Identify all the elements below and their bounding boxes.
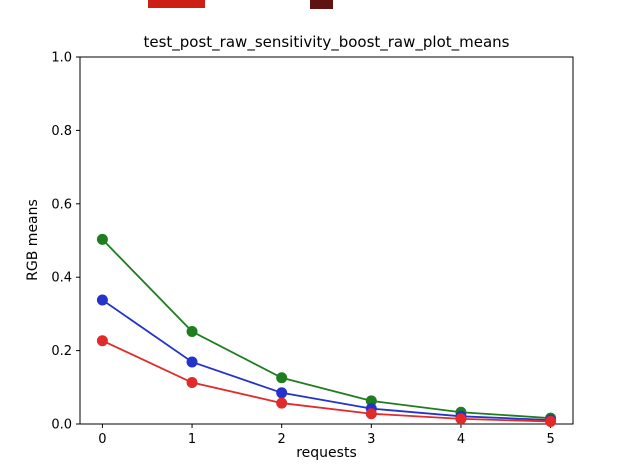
series-marker-red [186,377,198,389]
y-tick-label: 0.0 [51,418,72,433]
x-tick-label: 4 [457,432,465,447]
series-marker-blue [276,387,288,399]
series-marker-green [276,372,288,384]
series-marker-red [276,397,288,409]
x-tick-label: 5 [546,432,554,447]
series-marker-red [96,335,108,347]
series-line-blue [101,299,551,421]
series-marker-red [365,408,377,420]
y-tick-label: 0.2 [51,344,72,359]
series-line-green [101,238,551,420]
screen-artifact [310,0,333,9]
y-tick-label: 0.8 [51,124,72,139]
x-tick-label: 3 [367,432,375,447]
x-tick-label: 1 [188,432,196,447]
screen-artifact [148,0,205,8]
series-marker-red [455,413,467,425]
x-axis-label: requests [296,445,357,461]
x-tick-label: 0 [98,432,106,447]
y-tick-label: 0.6 [51,197,72,212]
y-tick-label: 0.4 [51,271,72,286]
series-marker-red [545,415,557,427]
x-tick-label: 2 [278,432,286,447]
series-line-red [102,339,551,423]
y-tick-label: 1.0 [51,51,72,66]
axes-frame [79,56,574,425]
series-marker-green [96,233,108,245]
series-marker-blue [186,356,198,368]
series-marker-blue [96,294,108,306]
series-marker-green [186,326,198,338]
chart-title: test_post_raw_sensitivity_boost_raw_plot… [143,33,510,51]
